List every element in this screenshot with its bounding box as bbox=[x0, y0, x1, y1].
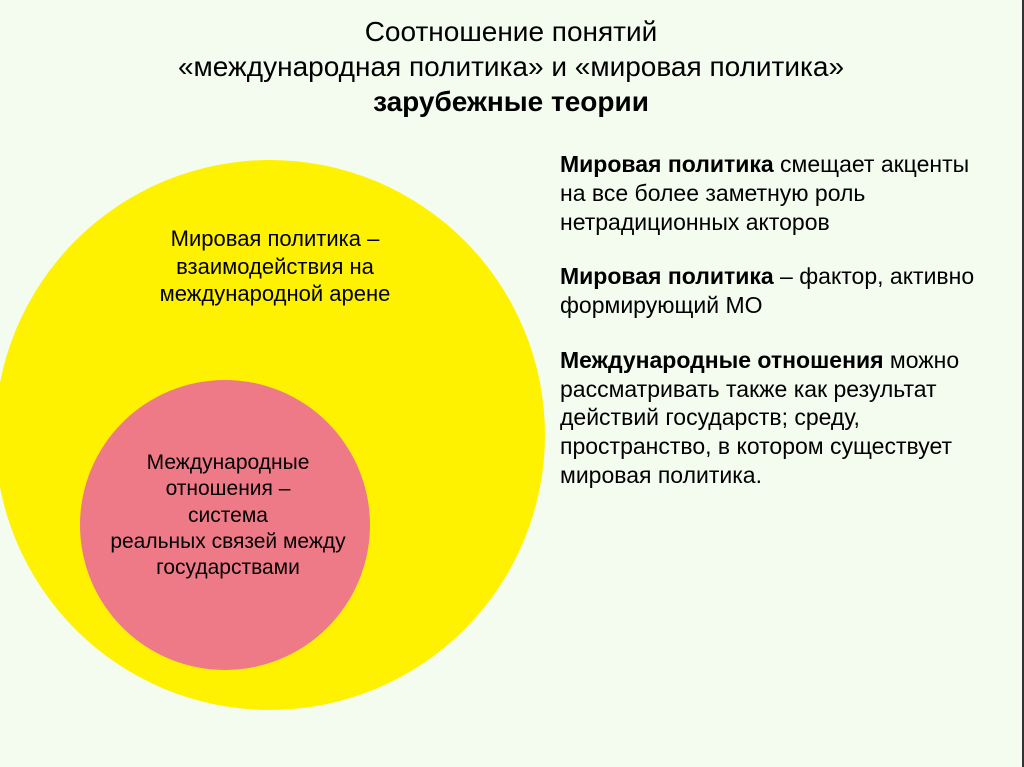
paragraph-bold-term: Международные отношения bbox=[560, 347, 884, 373]
outer-circle-label: Мировая политика –взаимодействия намежду… bbox=[120, 225, 430, 308]
right-text-block: Мировая политика смещает акценты на все … bbox=[560, 150, 1000, 516]
right-paragraph: Мировая политика – фактор, активно форми… bbox=[560, 262, 1000, 320]
paragraph-bold-term: Мировая политика bbox=[560, 151, 774, 177]
inner-circle-label: Международныеотношения –системареальных … bbox=[78, 450, 378, 581]
right-paragraph: Мировая политика смещает акценты на все … bbox=[560, 150, 1000, 236]
right-paragraph: Международные отношения можно рассматрив… bbox=[560, 346, 1000, 490]
paragraph-bold-term: Мировая политика bbox=[560, 263, 774, 289]
